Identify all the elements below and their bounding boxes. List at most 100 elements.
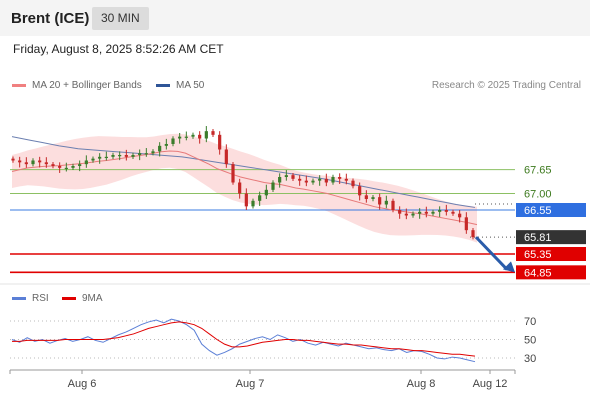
credit-text: Research © 2025 Trading Central [431, 80, 581, 91]
candle-body [211, 131, 215, 135]
candle-body [191, 134, 195, 137]
candle-body [171, 138, 175, 144]
instrument-title: Brent (ICE) [11, 10, 90, 27]
candle-body [184, 136, 188, 138]
candle-body [91, 158, 95, 161]
time-tick-label: Aug 12 [473, 378, 508, 390]
rsi-label: RSI [32, 293, 49, 304]
candle-body [38, 160, 42, 163]
candle-body [431, 211, 435, 214]
candle-body [31, 160, 35, 165]
candle-body [18, 160, 22, 163]
candle-body [324, 178, 328, 183]
candle-body [371, 197, 375, 199]
time-tick-label: Aug 8 [407, 378, 436, 390]
candle-body [451, 211, 455, 214]
candle-body [124, 154, 128, 157]
candle-body [224, 149, 228, 165]
candle-body [78, 164, 82, 166]
ma20-label: MA 20 + Bollinger Bands [32, 80, 142, 91]
rsi-tick-30: 30 [524, 353, 536, 365]
level-label-65.35: 65.35 [524, 249, 552, 261]
ma20-swatch [12, 84, 26, 87]
legend-ma50: MA 50 [156, 80, 204, 91]
candle-body [51, 164, 55, 166]
candle-body [64, 167, 68, 170]
candle-body [398, 210, 402, 214]
candle-body [264, 189, 268, 196]
rsi-9ma-line [12, 321, 476, 357]
candle-body [204, 131, 208, 139]
level-tag-64.85 [516, 265, 586, 280]
candle-body [278, 176, 282, 183]
candle-body [151, 151, 155, 154]
legend-9ma: 9MA [62, 293, 103, 304]
level-label-66.55: 66.55 [524, 205, 552, 217]
candle-body [364, 195, 368, 199]
candle-body [471, 230, 475, 238]
candle-body [258, 195, 262, 201]
candle-body [231, 164, 235, 183]
candle-body [98, 156, 102, 159]
candle-body [244, 193, 248, 207]
candle-body [131, 154, 135, 157]
candle-body [11, 158, 15, 161]
candle-body [304, 180, 308, 183]
header-bar: Brent (ICE) 30 MIN [0, 0, 590, 36]
candle-body [458, 213, 462, 218]
candle-body [338, 176, 342, 179]
ma9-label: 9MA [82, 293, 103, 304]
candle-body [418, 211, 422, 214]
candle-body [44, 162, 48, 165]
ma50-swatch [156, 84, 170, 87]
forecast-arrow-head [503, 261, 515, 273]
ma50-line [11, 136, 476, 208]
candle-body [411, 213, 415, 216]
candle-body [291, 175, 295, 179]
candle-body [404, 213, 408, 216]
candle-body [138, 153, 142, 155]
level-label-65.81: 65.81 [524, 232, 552, 244]
level-label-64.85: 64.85 [524, 267, 552, 279]
candle-body [424, 211, 428, 214]
candle-body [318, 178, 322, 181]
candle-body [218, 134, 222, 150]
candle-body [251, 200, 255, 207]
candle-body [444, 210, 448, 212]
level-tag-65.81 [516, 230, 586, 245]
candle-body [351, 180, 355, 187]
candle-body [438, 210, 442, 212]
candle-body [271, 182, 275, 190]
bollinger-band [12, 133, 477, 243]
timeframe-button[interactable]: 30 MIN [92, 7, 149, 30]
candle-body [118, 154, 122, 157]
candle-body [284, 175, 288, 177]
level-label-67.00: 67.00 [524, 188, 552, 200]
candle-body [58, 165, 62, 168]
legend-rsi: RSI [12, 293, 49, 304]
candle-body [344, 178, 348, 181]
candle-body [198, 134, 202, 139]
candle-body [298, 178, 302, 181]
candle-body [178, 136, 182, 139]
candle-body [104, 156, 108, 159]
candle-body [144, 153, 148, 155]
legend-ma20: MA 20 + Bollinger Bands [12, 80, 142, 91]
candle-body [238, 182, 242, 194]
candle-body [84, 160, 88, 165]
rsi-swatch [12, 297, 26, 300]
candle-body [384, 200, 388, 205]
candle-body [158, 145, 162, 152]
rsi-line [11, 318, 476, 363]
candle-body [358, 186, 362, 196]
candle-body [331, 176, 335, 183]
candle-body [311, 180, 315, 183]
candle-body [71, 165, 75, 168]
level-tag-66.55 [516, 203, 586, 217]
ma50-label: MA 50 [176, 80, 205, 91]
time-tick-label: Aug 6 [68, 378, 97, 390]
level-label-67.65: 67.65 [524, 165, 552, 177]
candle-body [164, 143, 168, 146]
ma9-swatch [62, 297, 76, 300]
